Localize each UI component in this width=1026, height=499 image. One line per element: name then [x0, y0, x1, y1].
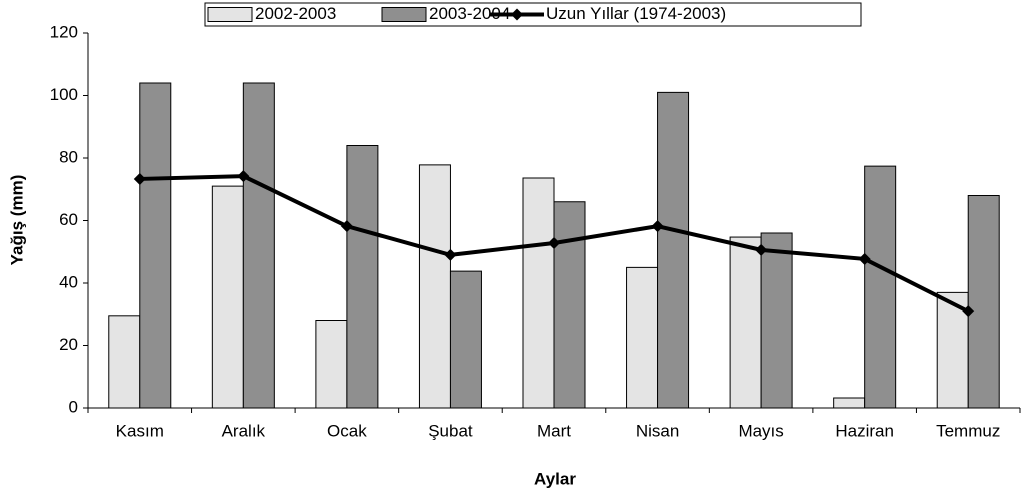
bar	[139, 82, 172, 409]
bar	[315, 320, 348, 409]
x-axis-label: Aylar	[534, 469, 576, 488]
marker	[548, 237, 560, 249]
x-tick-label: Nisan	[636, 421, 679, 440]
bar	[864, 165, 897, 409]
legend-marker	[511, 8, 523, 21]
marker	[962, 305, 975, 318]
y-tick-label: 20	[59, 335, 78, 354]
x-tick-label: Mayıs	[738, 421, 783, 440]
marker	[755, 243, 768, 256]
x-tick-label: Temmuz	[936, 421, 1000, 440]
bar	[553, 201, 586, 409]
marker	[858, 252, 871, 265]
x-tick-label: Haziran	[835, 421, 894, 440]
bar	[626, 266, 659, 409]
bar	[967, 195, 1000, 409]
bar	[449, 270, 482, 409]
legend-label: Uzun Yıllar (1974-2003)	[546, 4, 726, 23]
legend-label: 2002-2003	[255, 4, 336, 23]
bar	[760, 232, 793, 409]
legend-label: 2003-2004	[429, 4, 510, 23]
x-tick-label: Aralık	[222, 421, 266, 440]
legend-swatch	[381, 7, 427, 22]
marker	[133, 172, 146, 185]
marker	[237, 170, 250, 183]
marker	[444, 248, 457, 261]
y-axis-label: Yağış (mm)	[7, 175, 26, 266]
bar	[729, 236, 762, 409]
bar	[346, 145, 379, 409]
y-tick-label: 120	[50, 22, 78, 41]
bar	[657, 91, 690, 409]
marker	[651, 220, 664, 233]
bar	[211, 185, 244, 409]
x-tick-label: Ocak	[327, 421, 367, 440]
y-tick-label: 60	[59, 210, 78, 229]
bar	[418, 164, 451, 409]
y-tick-label: 100	[50, 85, 78, 104]
x-tick-label: Mart	[537, 421, 571, 440]
y-tick-label: 0	[69, 397, 78, 416]
y-tick-label: 80	[59, 147, 78, 166]
legend-swatch	[207, 7, 253, 22]
x-tick-label: Kasım	[116, 421, 164, 440]
bar	[108, 315, 141, 409]
y-tick-label: 40	[59, 272, 78, 291]
bar	[833, 397, 866, 409]
bar	[242, 82, 275, 409]
x-tick-label: Şubat	[428, 421, 473, 440]
bar	[522, 177, 555, 409]
marker	[340, 220, 353, 233]
